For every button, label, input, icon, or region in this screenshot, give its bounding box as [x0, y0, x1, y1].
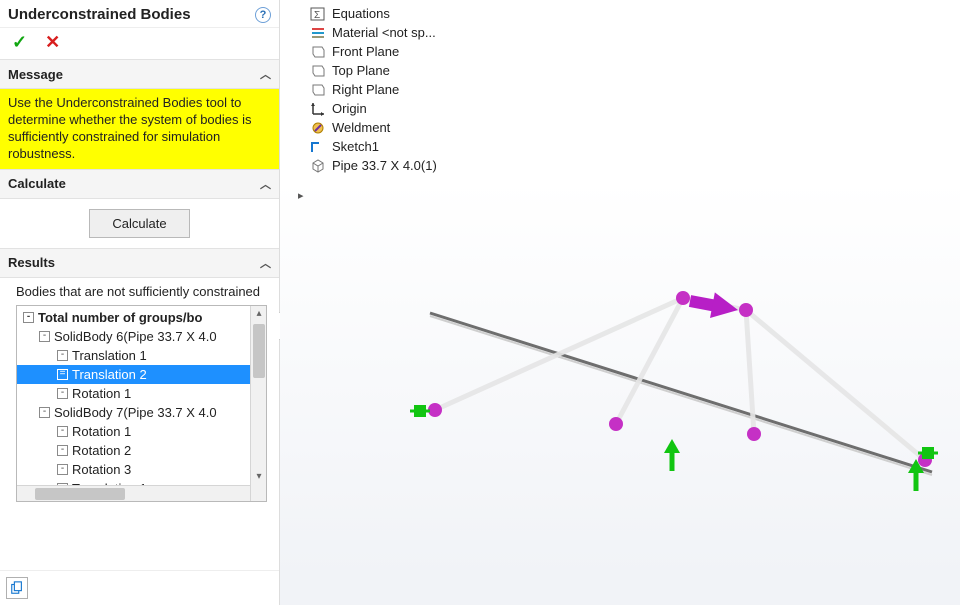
results-section-header[interactable]: Results ︿ — [0, 248, 279, 278]
calculate-header-label: Calculate — [8, 176, 66, 191]
tree-item[interactable]: -Rotation 1 — [17, 384, 250, 403]
results-header-label: Results — [8, 255, 55, 270]
chevron-up-icon: ︿ — [260, 255, 271, 271]
tree-root[interactable]: -Total number of groups/bo — [17, 308, 250, 327]
cancel-button[interactable]: ✕ — [45, 32, 60, 53]
tree-item[interactable]: -Rotation 1 — [17, 422, 250, 441]
tree-item[interactable]: -Translation 1 — [17, 346, 250, 365]
tree-item[interactable]: -SolidBody 7(Pipe 33.7 X 4.0 — [17, 403, 250, 422]
panel-title: Underconstrained Bodies — [8, 6, 251, 23]
tree-item[interactable]: -Rotation 2 — [17, 441, 250, 460]
vertical-scrollbar[interactable]: ▴ ▾ — [250, 306, 266, 501]
model-canvas[interactable] — [280, 0, 960, 605]
chevron-up-icon: ︿ — [260, 176, 271, 192]
message-body: Use the Underconstrained Bodies tool to … — [0, 89, 279, 169]
results-tree: -Total number of groups/bo-SolidBody 6(P… — [16, 305, 267, 502]
chevron-up-icon: ︿ — [260, 66, 271, 82]
tree-item[interactable]: =Translation 2 — [17, 365, 250, 384]
property-panel: Underconstrained Bodies ? ✓ ✕ Message ︿ … — [0, 0, 280, 605]
tree-item[interactable]: -Rotation 3 — [17, 460, 250, 479]
graphics-viewport[interactable]: ΣEquationsMaterial <not sp...Front Plane… — [280, 0, 960, 605]
tree-item[interactable]: -SolidBody 6(Pipe 33.7 X 4.0 — [17, 327, 250, 346]
copy-icon[interactable] — [6, 577, 28, 599]
calculate-section-header[interactable]: Calculate ︿ — [0, 169, 279, 199]
horizontal-scrollbar[interactable] — [17, 485, 250, 501]
ok-button[interactable]: ✓ — [12, 32, 27, 53]
message-header-label: Message — [8, 67, 63, 82]
message-section-header[interactable]: Message ︿ — [0, 59, 279, 89]
results-note: Bodies that are not sufficiently constra… — [16, 284, 267, 299]
help-icon[interactable]: ? — [255, 7, 271, 23]
calculate-button[interactable]: Calculate — [89, 209, 189, 238]
